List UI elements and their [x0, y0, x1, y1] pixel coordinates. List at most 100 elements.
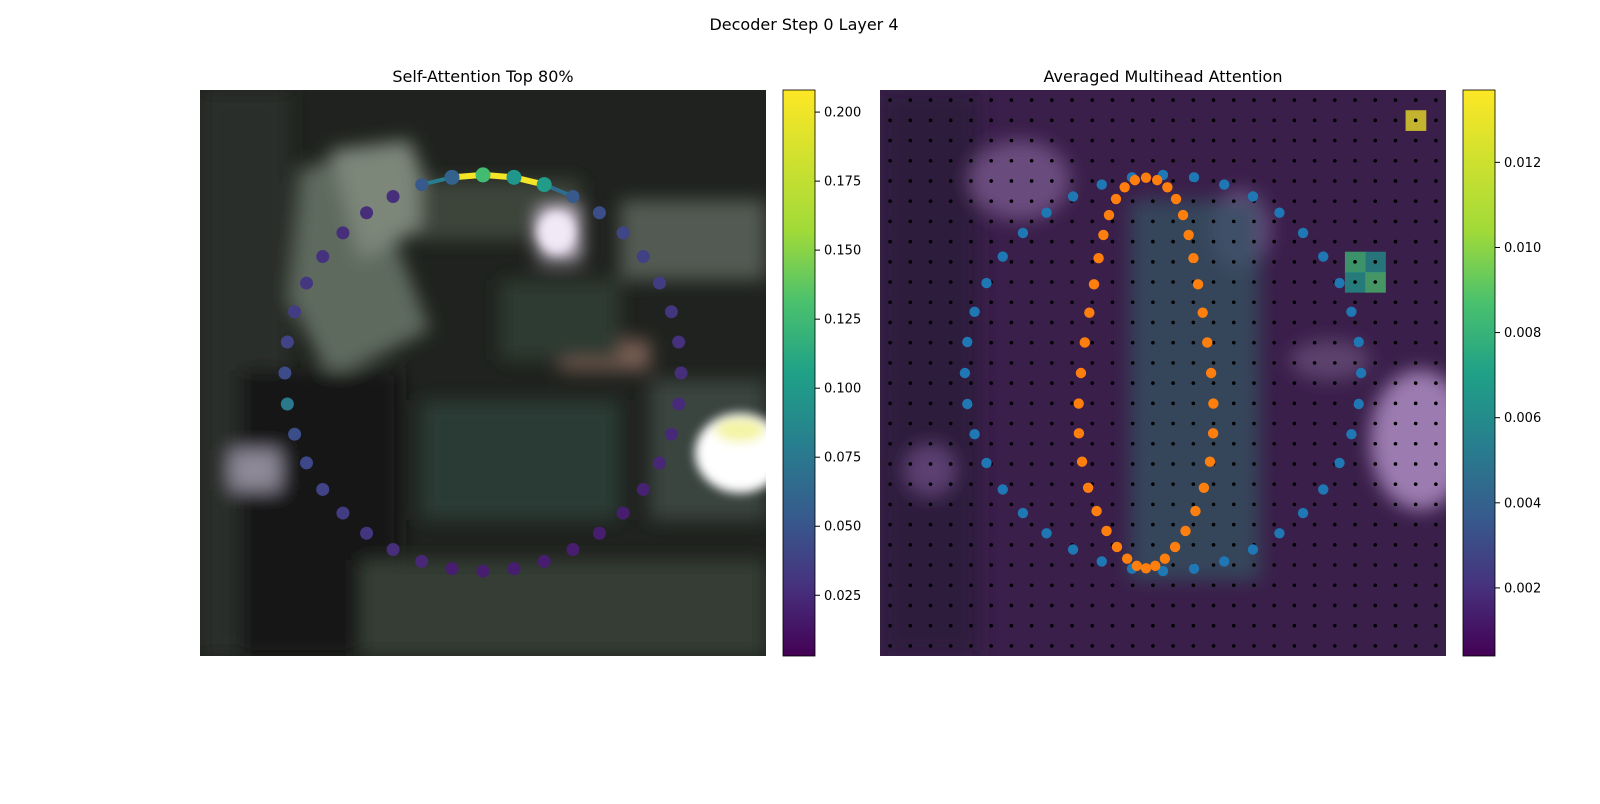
reference-grid-point: [1292, 502, 1297, 507]
reference-grid-point: [989, 441, 993, 446]
reference-grid-point: [1413, 361, 1418, 365]
outer-contour-point: [1219, 556, 1230, 567]
reference-grid-point: [1231, 583, 1236, 588]
reference-grid-point: [888, 441, 892, 446]
reference-grid-point: [969, 138, 973, 143]
reference-grid-point: [1333, 300, 1337, 305]
reference-grid-point: [1050, 300, 1054, 305]
reference-grid-point: [1009, 401, 1014, 406]
reference-grid-point: [1151, 462, 1155, 466]
reference-grid-point: [1272, 401, 1276, 406]
reference-grid-point: [1434, 603, 1438, 608]
reference-grid-point: [1171, 340, 1175, 345]
reference-grid-point: [928, 118, 933, 123]
reference-grid-point: [1393, 421, 1398, 426]
reference-grid-point: [1090, 219, 1095, 224]
reference-grid-point: [1434, 98, 1438, 102]
reference-grid-point: [1171, 361, 1175, 365]
reference-grid-point: [908, 239, 913, 244]
reference-grid-point: [989, 239, 993, 244]
reference-grid-point: [1151, 340, 1155, 345]
reference-grid-point: [1211, 300, 1216, 305]
reference-grid-point: [1272, 563, 1276, 567]
reference-grid-point: [908, 300, 913, 305]
reference-grid-point: [948, 502, 953, 507]
reference-grid-point: [1272, 603, 1276, 608]
reference-grid-point: [1009, 441, 1014, 446]
reference-grid-point: [969, 199, 973, 203]
reference-grid-point: [1333, 421, 1337, 426]
reference-grid-point: [1272, 179, 1276, 183]
reference-grid-point: [1312, 179, 1317, 183]
contour-point: [280, 397, 294, 411]
reference-grid-point: [1312, 158, 1317, 163]
reference-grid-point: [1272, 583, 1276, 588]
reference-grid-point: [1171, 644, 1175, 648]
reference-grid-point: [1393, 361, 1398, 365]
reference-grid-point: [1393, 280, 1398, 284]
inner-contour-point: [1110, 193, 1122, 205]
reference-grid-point: [1070, 502, 1074, 507]
reference-grid-point: [948, 118, 953, 123]
outer-contour-point: [997, 251, 1008, 262]
reference-grid-point: [1009, 219, 1014, 224]
reference-grid-point: [1312, 644, 1317, 648]
reference-grid-point: [1211, 361, 1216, 365]
reference-grid-point: [1353, 482, 1357, 486]
reference-grid-point: [1151, 361, 1155, 365]
reference-grid-point: [1312, 138, 1317, 143]
reference-grid-point: [1050, 219, 1054, 224]
reference-grid-point: [1231, 199, 1236, 203]
reference-grid-point: [948, 320, 953, 325]
reference-grid-point: [1211, 543, 1216, 547]
reference-grid-point: [1050, 239, 1054, 244]
reference-grid-point: [928, 603, 933, 608]
contour-point: [636, 250, 650, 264]
reference-grid-point: [928, 583, 933, 588]
reference-grid-point: [1353, 118, 1357, 123]
reference-grid-point: [1029, 603, 1034, 608]
reference-grid-point: [1333, 401, 1337, 406]
colorbar-tick-label: 0.025: [824, 589, 861, 604]
inner-contour-point: [1169, 541, 1181, 553]
reference-grid-point: [1151, 239, 1155, 244]
reference-grid-point: [1029, 320, 1034, 325]
reference-grid-point: [1393, 522, 1398, 527]
reference-grid-point: [1050, 441, 1054, 446]
reference-grid-point: [1353, 98, 1357, 102]
reference-grid-point: [1070, 138, 1074, 143]
reference-grid-point: [1110, 260, 1115, 264]
colorbar-tick-label: 0.150: [824, 244, 861, 259]
reference-grid-point: [1110, 320, 1115, 325]
reference-grid-point: [1231, 603, 1236, 608]
contour-point: [664, 427, 678, 441]
reference-grid-point: [1413, 644, 1418, 648]
reference-grid-point: [1333, 644, 1337, 648]
outer-contour-point: [1067, 544, 1079, 555]
reference-grid-point: [1009, 361, 1014, 365]
inner-contour-point: [1208, 398, 1219, 409]
reference-grid-point: [1333, 199, 1337, 203]
outer-contour-point: [981, 277, 992, 289]
reference-grid-point: [1171, 98, 1175, 102]
reference-grid-point: [948, 340, 953, 345]
outer-contour-point: [969, 429, 980, 440]
reference-grid-point: [969, 280, 973, 284]
reference-grid-point: [928, 158, 933, 163]
reference-grid-point: [888, 522, 892, 527]
reference-grid-point: [1070, 320, 1074, 325]
contour-point: [288, 305, 302, 319]
reference-grid-point: [1211, 563, 1216, 567]
reference-grid-point: [1312, 603, 1317, 608]
reference-grid-point: [1130, 381, 1135, 385]
contour-point: [672, 397, 686, 411]
colorbar-tick-label: 0.004: [1504, 496, 1541, 511]
reference-grid-point: [1110, 138, 1115, 143]
reference-grid-point: [1353, 199, 1357, 203]
reference-grid-point: [928, 502, 933, 507]
outer-contour-point: [1017, 507, 1029, 519]
reference-grid-point: [1333, 158, 1337, 163]
contour-point: [507, 562, 521, 576]
reference-grid-point: [1009, 543, 1014, 547]
